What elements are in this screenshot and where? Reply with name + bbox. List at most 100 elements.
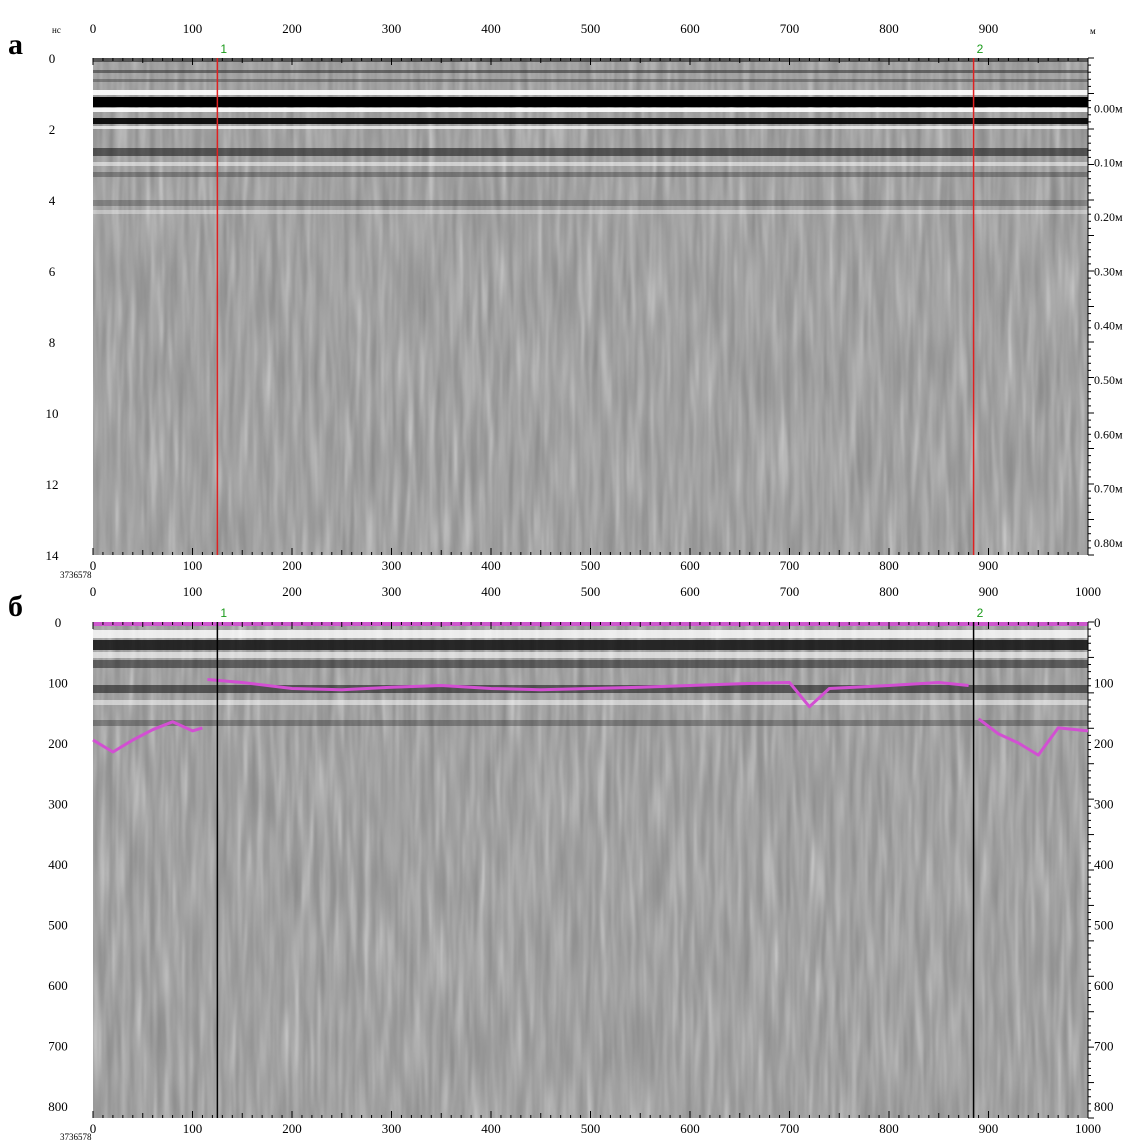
horizon-line [92, 720, 203, 754]
reflection-band [93, 90, 1088, 95]
y-tick-label-right: 0.80м [1094, 536, 1123, 550]
y-tick-label-left: 14 [46, 548, 60, 563]
reflection-band [93, 652, 1088, 658]
x-tick-label-bottom: 800 [879, 558, 899, 573]
x-tick-label-bottom: 0 [90, 558, 97, 573]
y-tick-label-right: 800 [1094, 1099, 1114, 1114]
x-tick-label-top: 300 [382, 584, 402, 599]
y-tick-label-left: 10 [46, 406, 59, 421]
reflection-band [93, 720, 1088, 726]
x-tick-label-bottom: 0 [90, 1121, 97, 1136]
x-tick-label-top: 600 [680, 584, 700, 599]
x-tick-label-bottom: 600 [680, 1121, 700, 1136]
y-tick-label-right: 0.60м [1094, 427, 1123, 441]
y-tick-label-left: 2 [49, 122, 56, 137]
y-tick-label-left: 0 [49, 51, 56, 66]
x-tick-label-top: 100 [183, 21, 203, 36]
x-tick-label-bottom: 700 [780, 558, 800, 573]
y-tick-label-right: 0.10м [1094, 156, 1123, 170]
y-tick-label-right: 0.40м [1094, 319, 1123, 333]
y-tick-label-left: 8 [49, 335, 56, 350]
x-tick-label-top: 600 [680, 21, 700, 36]
y-tick-label-right: 0 [1094, 615, 1101, 630]
x-tick-label-top: 400 [481, 584, 501, 599]
panel-b-picked-horizon [92, 678, 1089, 757]
x-tick-label-top: 800 [879, 21, 899, 36]
x-tick-label-bottom: 800 [879, 1121, 899, 1136]
x-tick-label-bottom: 100 [183, 1121, 203, 1136]
panel-a-axis-ticks [92, 57, 1094, 556]
horizon-line [977, 717, 1089, 757]
x-tick-label-bottom: 400 [481, 1121, 501, 1136]
x-tick-label-bottom: 400 [481, 558, 501, 573]
y-tick-label-left: 4 [49, 193, 56, 208]
reflection-band [93, 660, 1088, 668]
y-tick-label-left: 100 [48, 675, 68, 690]
reflection-band [93, 630, 1088, 638]
y-tick-label-right: 700 [1094, 1038, 1114, 1053]
y-tick-label-left: 300 [48, 796, 68, 811]
x-tick-label-bottom: 900 [979, 1121, 999, 1136]
x-tick-label-bottom: 300 [382, 1121, 402, 1136]
x-tick-label-top: 700 [780, 21, 800, 36]
x-tick-label-top: 300 [382, 21, 402, 36]
panel-a-x-unit: м [1090, 26, 1096, 36]
y-tick-label-left: 500 [48, 917, 68, 932]
x-tick-label-top: 200 [282, 21, 302, 36]
y-tick-label-right: 0.50м [1094, 373, 1123, 387]
panel-b-texture [93, 622, 1088, 1118]
reflection-band [93, 148, 1088, 156]
y-tick-label-right: 0.30м [1094, 264, 1123, 278]
x-tick-label-bottom: 500 [581, 558, 601, 573]
y-tick-label-left: 12 [46, 477, 59, 492]
y-tick-label-right: 0.00м [1094, 101, 1123, 115]
reflection-band [93, 118, 1088, 124]
y-tick-label-right: 500 [1094, 917, 1114, 932]
y-tick-label-right: 200 [1094, 736, 1114, 751]
y-tick-label-left: 800 [48, 1099, 68, 1114]
x-tick-label-bottom: 200 [282, 558, 302, 573]
x-tick-label-top: 900 [979, 21, 999, 36]
marker-label: 1 [220, 606, 227, 620]
y-tick-label-left: 400 [48, 857, 68, 872]
y-tick-label-right: 400 [1094, 857, 1114, 872]
reflection-band [93, 108, 1088, 112]
y-tick-label-right: 300 [1094, 796, 1114, 811]
panel-b-axis-ticks [92, 621, 1094, 1119]
panel-a-y-unit: нс [52, 25, 61, 35]
panel-a-corner-label: 3736578 [60, 570, 92, 580]
y-tick-label-right: 0.20м [1094, 210, 1123, 224]
panel-a-label: а [8, 28, 23, 61]
reflection-band [93, 210, 1088, 214]
y-tick-label-right: 0.70м [1094, 482, 1123, 496]
y-tick-label-left: 600 [48, 978, 68, 993]
x-tick-label-bottom: 200 [282, 1121, 302, 1136]
x-tick-label-bottom: 500 [581, 1121, 601, 1136]
x-tick-label-bottom: 600 [680, 558, 700, 573]
reflection-band [93, 162, 1088, 166]
reflection-band [93, 126, 1088, 129]
x-tick-label-bottom: 300 [382, 558, 402, 573]
x-tick-label-top: 500 [581, 584, 601, 599]
reflection-band [93, 700, 1088, 705]
marker-label: 2 [977, 606, 984, 620]
y-tick-label-right: 100 [1094, 675, 1114, 690]
reflection-band [93, 70, 1088, 73]
y-tick-label-left: 200 [48, 736, 68, 751]
y-tick-label-left: 700 [48, 1038, 68, 1053]
marker-label: 1 [220, 42, 227, 56]
x-tick-label-top: 0 [90, 21, 97, 36]
marker-label: 2 [977, 42, 984, 56]
x-tick-label-bottom: 700 [780, 1121, 800, 1136]
y-tick-label-left: 6 [49, 264, 56, 279]
reflection-band [93, 200, 1088, 206]
panel-a-texture [93, 58, 1088, 555]
x-tick-label-top: 700 [780, 584, 800, 599]
reflection-band [93, 79, 1088, 82]
y-tick-label-left: 0 [55, 615, 62, 630]
